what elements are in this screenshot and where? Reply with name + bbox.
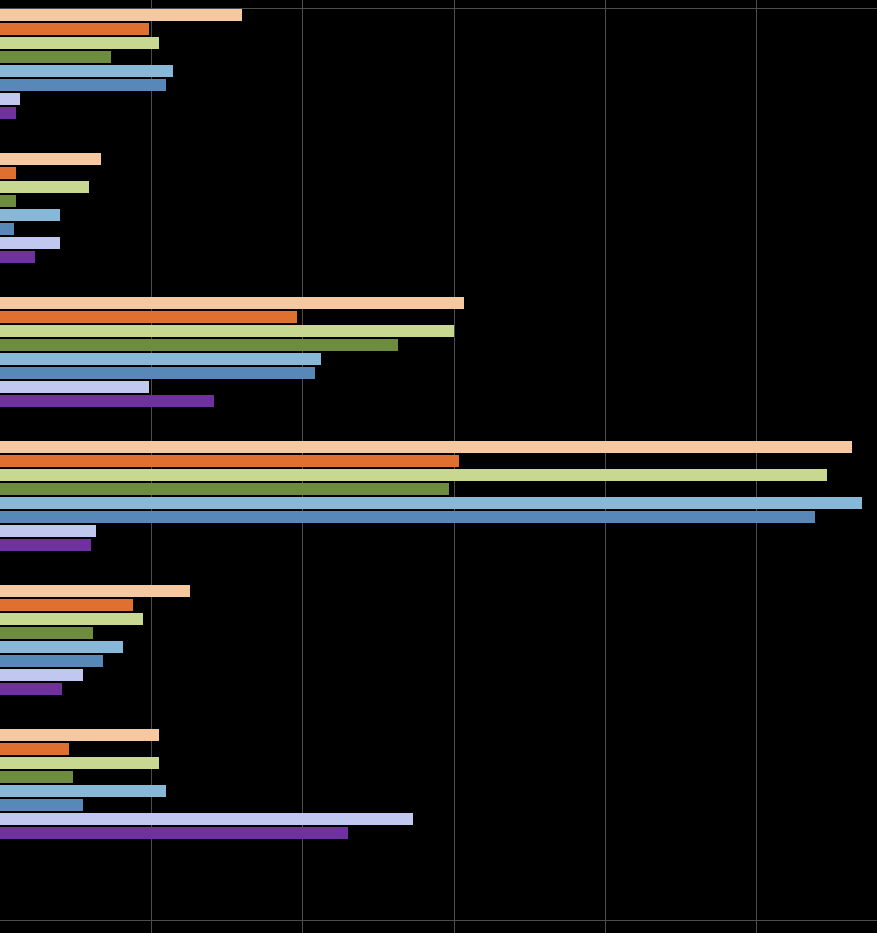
Bar <box>0 209 61 221</box>
Bar <box>0 237 61 249</box>
Bar <box>0 251 35 263</box>
Bar <box>0 827 348 839</box>
Bar <box>0 93 20 105</box>
Bar <box>0 757 160 769</box>
Bar <box>0 381 149 393</box>
Bar <box>0 153 101 165</box>
Bar <box>0 440 852 453</box>
Bar <box>0 729 160 741</box>
Bar <box>0 353 321 365</box>
Bar <box>0 339 398 351</box>
Bar <box>0 297 464 309</box>
Bar <box>0 195 16 207</box>
Bar <box>0 311 297 323</box>
Bar <box>0 813 413 825</box>
Bar <box>0 771 73 783</box>
Bar <box>0 181 89 193</box>
Bar <box>0 613 143 625</box>
Bar <box>0 785 167 797</box>
Bar <box>0 655 103 667</box>
Bar <box>0 525 96 537</box>
Bar <box>0 511 815 523</box>
Bar <box>0 599 133 611</box>
Bar <box>0 627 93 639</box>
Bar <box>0 395 214 407</box>
Bar <box>0 8 242 21</box>
Bar <box>0 167 16 179</box>
Bar <box>0 539 90 551</box>
Bar <box>0 50 111 63</box>
Bar <box>0 743 68 755</box>
Bar <box>0 799 82 811</box>
Bar <box>0 64 174 77</box>
Bar <box>0 469 827 481</box>
Bar <box>0 36 160 49</box>
Bar <box>0 22 149 35</box>
Bar <box>0 585 189 597</box>
Bar <box>0 223 14 235</box>
Bar <box>0 497 862 509</box>
Bar <box>0 107 16 119</box>
Bar <box>0 641 123 653</box>
Bar <box>0 669 82 681</box>
Bar <box>0 455 459 467</box>
Bar <box>0 367 315 379</box>
Bar <box>0 79 167 91</box>
Bar <box>0 483 448 495</box>
Bar <box>0 325 453 337</box>
Bar <box>0 683 62 695</box>
